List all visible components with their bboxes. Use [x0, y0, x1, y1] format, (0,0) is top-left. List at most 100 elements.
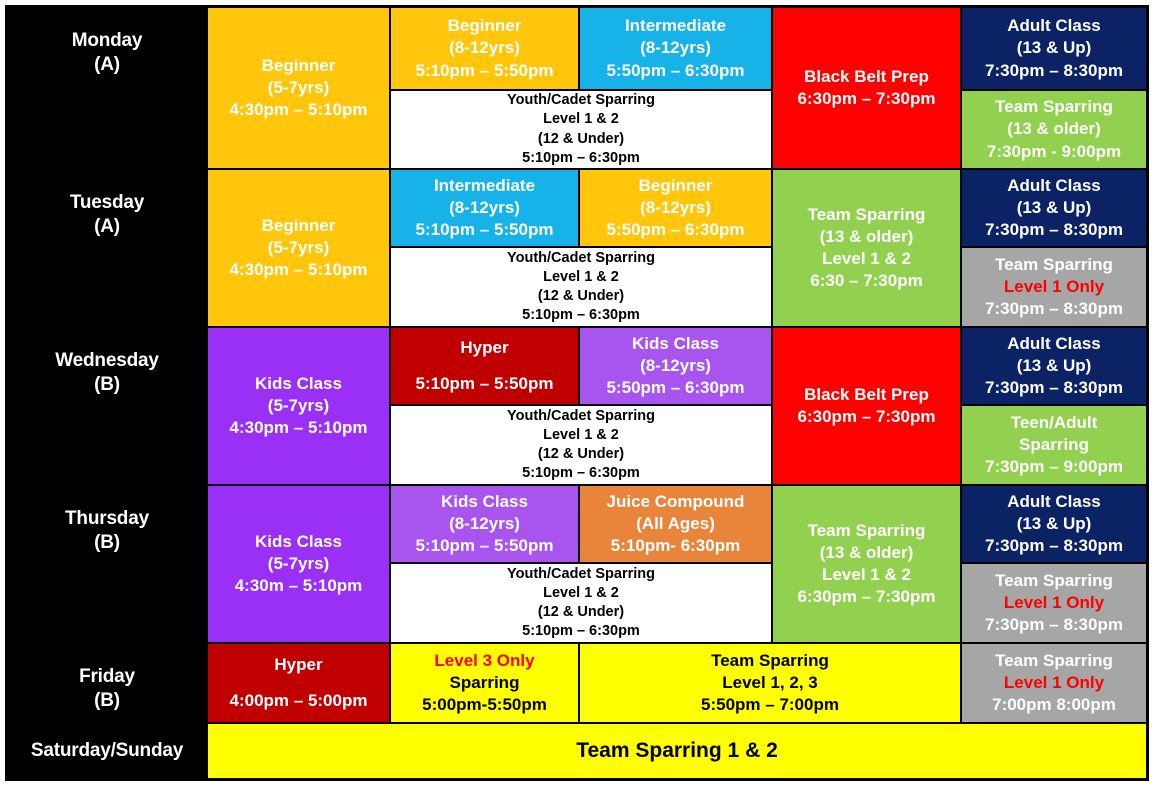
day-group: (B)	[94, 531, 120, 553]
weekend-team-sparring[interactable]: Team Sparring 1 & 2	[207, 723, 1147, 779]
class-title: Beginner	[261, 215, 336, 235]
day-label-thursday: Thursday (B)	[7, 485, 207, 643]
day-group: (B)	[94, 689, 120, 711]
tuesday-adult-class[interactable]: Adult Class (13 & Up) 7:30pm – 8:30pm	[961, 169, 1147, 247]
thursday-team-sparring[interactable]: Team Sparring (13 & older) Level 1 & 2 6…	[772, 485, 961, 643]
day-label-monday: Monday (A)	[7, 7, 207, 169]
class-subtitle: Sparring	[1019, 434, 1089, 454]
wednesday-kids-class-8-12[interactable]: Kids Class (8-12yrs) 5:50pm – 6:30pm	[579, 327, 772, 405]
class-title: Team Sparring	[807, 204, 926, 224]
class-time: 5:10pm – 6:30pm	[522, 623, 640, 640]
class-age: (5-7yrs)	[267, 395, 330, 415]
wednesday-hyper[interactable]: Hyper 5:10pm – 5:50pm	[390, 327, 579, 405]
tuesday-intermediate-8-12[interactable]: Intermediate (8-12yrs) 5:10pm – 5:50pm	[390, 169, 579, 247]
wednesday-youth-cadet-sparring[interactable]: Youth/Cadet Sparring Level 1 & 2 (12 & U…	[390, 405, 772, 485]
class-age: (5-7yrs)	[267, 553, 330, 573]
schedule-row-thursday: Thursday (B) Kids Class (5-7yrs) 4:30m –…	[7, 485, 1147, 643]
class-title: Sparring	[449, 672, 520, 692]
schedule-row-tuesday: Tuesday (A) Beginner (5-7yrs) 4:30pm – 5…	[7, 169, 1147, 327]
class-time: 4:30pm – 5:10pm	[229, 260, 368, 280]
friday-team-sparring-123[interactable]: Team Sparring Level 1, 2, 3 5:50pm – 7:0…	[579, 643, 961, 723]
monday-beginner-5-7[interactable]: Beginner (5-7yrs) 4:30pm – 5:10pm	[207, 7, 390, 169]
class-level: Level 1 & 2	[822, 565, 911, 584]
class-time: 7:30pm – 9:00pm	[985, 457, 1123, 477]
class-time: 6:30 – 7:30pm	[810, 271, 923, 291]
day-label-weekend: Saturday/Sunday	[7, 723, 207, 779]
wednesday-kids-class-5-7[interactable]: Kids Class (5-7yrs) 4:30pm – 5:10pm	[207, 327, 390, 485]
day-name: Tuesday	[69, 192, 145, 213]
schedule-row-monday: Monday (A) Beginner (5-7yrs) 4:30pm – 5:…	[7, 7, 1147, 169]
monday-black-belt-prep[interactable]: Black Belt Prep 6:30pm – 7:30pm	[772, 7, 961, 169]
class-age: (13 & older)	[1007, 119, 1101, 139]
day-group: (A)	[94, 53, 120, 75]
friday-hyper[interactable]: Hyper 4:00pm – 5:00pm	[207, 643, 390, 723]
day-name: Friday	[79, 666, 135, 687]
day-name: Wednesday	[55, 350, 159, 371]
class-age: (8-12yrs)	[449, 197, 520, 217]
class-level: Level 1 Only	[1003, 276, 1105, 296]
wednesday-black-belt-prep[interactable]: Black Belt Prep 6:30pm – 7:30pm	[772, 327, 961, 485]
class-time: 7:30pm – 8:30pm	[985, 220, 1123, 240]
thursday-kids-class-5-7[interactable]: Kids Class (5-7yrs) 4:30m – 5:10pm	[207, 485, 390, 643]
class-title: Beginner	[638, 175, 713, 195]
class-title: Teen/Adult	[1010, 412, 1098, 432]
class-title: Kids Class	[255, 531, 342, 551]
class-title: Team Sparring	[807, 520, 926, 540]
class-age: (All Ages)	[636, 513, 715, 533]
day-name: Thursday	[65, 508, 149, 529]
class-title: Team Sparring	[995, 254, 1113, 274]
weekend-cells: Team Sparring 1 & 2	[207, 723, 1147, 779]
schedule-row-weekend: Saturday/Sunday Team Sparring 1 & 2	[7, 723, 1147, 779]
class-age: (8-12yrs)	[449, 38, 520, 58]
day-label-wednesday: Wednesday (B)	[7, 327, 207, 485]
class-time: 5:10pm – 5:50pm	[415, 60, 554, 80]
class-level: Level 1 Only	[1003, 672, 1105, 692]
class-time: 4:30m – 5:10pm	[234, 576, 363, 596]
friday-cells: Hyper 4:00pm – 5:00pm Level 3 Only Sparr…	[207, 643, 1147, 723]
class-time: 5:50pm – 7:00pm	[701, 695, 839, 715]
monday-beginner-8-12[interactable]: Beginner (8-12yrs) 5:10pm – 5:50pm	[390, 7, 579, 90]
class-title: Intermediate	[433, 175, 536, 195]
class-title: Youth/Cadet Sparring	[507, 565, 655, 582]
monday-adult-class[interactable]: Adult Class (13 & Up) 7:30pm – 8:30pm	[961, 7, 1147, 90]
class-level: Level 1 & 2	[543, 426, 619, 443]
class-level: Level 1 & 2	[543, 268, 619, 285]
class-title: Youth/Cadet Sparring	[507, 407, 655, 424]
tuesday-youth-cadet-sparring[interactable]: Youth/Cadet Sparring Level 1 & 2 (12 & U…	[390, 247, 772, 327]
class-time: 5:10pm – 6:30pm	[522, 307, 640, 324]
monday-youth-cadet-sparring[interactable]: Youth/Cadet Sparring Level 1 & 2 (12 & U…	[390, 90, 772, 169]
thursday-juice-compound[interactable]: Juice Compound (All Ages) 5:10pm- 6:30pm	[579, 485, 772, 563]
thursday-adult-class[interactable]: Adult Class (13 & Up) 7:30pm – 8:30pm	[961, 485, 1147, 563]
friday-level3-sparring[interactable]: Level 3 Only Sparring 5:00pm-5:50pm	[390, 643, 579, 723]
class-age: (13 & older)	[819, 542, 914, 562]
schedule-row-friday: Friday (B) Hyper 4:00pm – 5:00pm Level 3…	[7, 643, 1147, 723]
class-age: (8-12yrs)	[640, 197, 711, 217]
day-label-tuesday: Tuesday (A)	[7, 169, 207, 327]
day-name: Monday	[71, 30, 143, 51]
tuesday-team-sparring-level1[interactable]: Team Sparring Level 1 Only 7:30pm – 8:30…	[961, 247, 1147, 327]
class-age: (13 & Up)	[1016, 197, 1092, 217]
class-title: Hyper	[460, 337, 509, 357]
thursday-youth-cadet-sparring[interactable]: Youth/Cadet Sparring Level 1 & 2 (12 & U…	[390, 563, 772, 643]
class-level: Level 1 & 2	[543, 584, 619, 601]
thursday-team-sparring-level1[interactable]: Team Sparring Level 1 Only 7:30pm – 8:30…	[961, 563, 1147, 643]
tuesday-beginner-8-12[interactable]: Beginner (8-12yrs) 5:50pm – 6:30pm	[579, 169, 772, 247]
class-time: 5:10pm – 5:50pm	[415, 374, 554, 393]
tuesday-cells: Beginner (5-7yrs) 4:30pm – 5:10pm Interm…	[207, 169, 1147, 327]
monday-team-sparring[interactable]: Team Sparring (13 & older) 7:30pm - 9:00…	[961, 90, 1147, 169]
friday-team-sparring-level1[interactable]: Team Sparring Level 1 Only 7:00pm 8:00pm	[961, 643, 1147, 723]
class-level: Level 1 Only	[1003, 592, 1105, 612]
class-title: Kids Class	[255, 373, 342, 393]
monday-intermediate-8-12[interactable]: Intermediate (8-12yrs) 5:50pm – 6:30pm	[579, 7, 772, 90]
tuesday-team-sparring[interactable]: Team Sparring (13 & older) Level 1 & 2 6…	[772, 169, 961, 327]
wednesday-teen-adult-sparring[interactable]: Teen/Adult Sparring 7:30pm – 9:00pm	[961, 405, 1147, 485]
tuesday-beginner-5-7[interactable]: Beginner (5-7yrs) 4:30pm – 5:10pm	[207, 169, 390, 327]
wednesday-adult-class[interactable]: Adult Class (13 & Up) 7:30pm – 8:30pm	[961, 327, 1147, 405]
class-time: 7:30pm – 8:30pm	[985, 615, 1123, 635]
thursday-kids-class-8-12[interactable]: Kids Class (8-12yrs) 5:10pm – 5:50pm	[390, 485, 579, 563]
class-title: Team Sparring 1 & 2	[576, 739, 778, 763]
class-age: (13 & Up)	[1016, 513, 1092, 533]
class-time: 6:30pm – 7:30pm	[797, 89, 936, 108]
day-name: Saturday/Sunday	[30, 740, 184, 762]
class-time: 5:10pm- 6:30pm	[610, 536, 741, 556]
